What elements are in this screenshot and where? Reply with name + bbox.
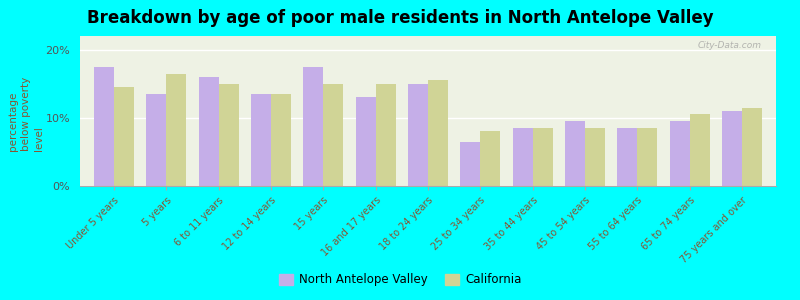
Bar [670, 121, 690, 186]
Bar [742, 108, 762, 186]
Bar [461, 142, 480, 186]
Bar [565, 121, 585, 186]
Bar [513, 128, 533, 186]
Bar [146, 94, 166, 186]
Bar [303, 67, 323, 186]
Text: percentage
below poverty
level: percentage below poverty level [8, 77, 45, 151]
Text: Breakdown by age of poor male residents in North Antelope Valley: Breakdown by age of poor male residents … [86, 9, 714, 27]
Bar [218, 84, 238, 186]
Bar [376, 84, 395, 186]
Bar [722, 111, 742, 186]
Bar [271, 94, 291, 186]
Bar [198, 77, 218, 186]
Bar [618, 128, 638, 186]
Bar [533, 128, 553, 186]
Bar [408, 84, 428, 186]
Bar [585, 128, 605, 186]
Bar [94, 67, 114, 186]
Bar [690, 114, 710, 186]
Bar [251, 94, 271, 186]
Bar [356, 98, 376, 186]
Bar [638, 128, 658, 186]
Bar [323, 84, 343, 186]
Bar [166, 74, 186, 186]
Bar [480, 131, 500, 186]
Text: City-Data.com: City-Data.com [698, 40, 762, 50]
Bar [114, 87, 134, 186]
Bar [428, 80, 448, 186]
Legend: North Antelope Valley, California: North Antelope Valley, California [274, 269, 526, 291]
